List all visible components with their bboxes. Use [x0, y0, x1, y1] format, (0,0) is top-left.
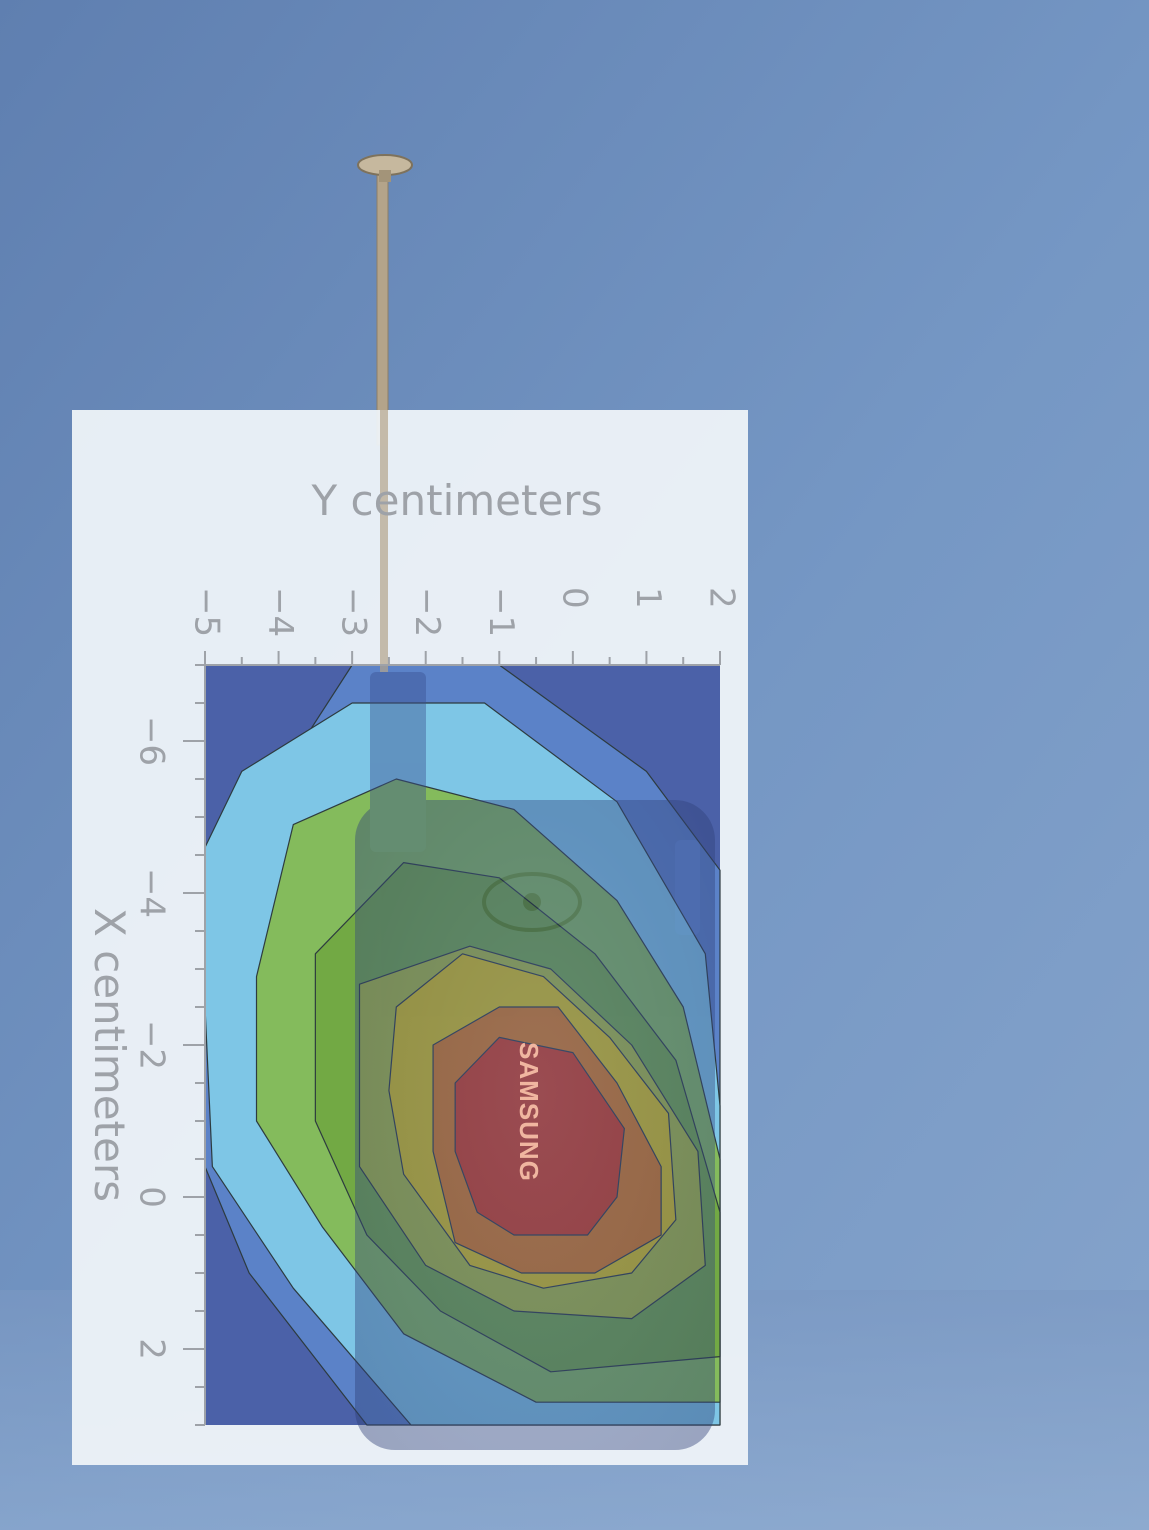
phone-brand-text: SAMSUNG — [514, 1042, 544, 1182]
x-tick-label: −5 — [187, 587, 227, 637]
phone-earpiece-dot — [523, 893, 541, 911]
phone-side-knob — [675, 840, 700, 935]
x-tick-label: 0 — [554, 587, 594, 609]
phone-body — [355, 800, 715, 1450]
y-tick-label: −6 — [132, 716, 172, 766]
phone-antenna-sleeve — [370, 672, 426, 852]
antenna-through-overlay — [380, 410, 388, 672]
phone-overlay — [355, 672, 715, 1450]
x-axis-title: Y centimeters — [311, 476, 603, 525]
x-tick-label: −1 — [481, 587, 521, 637]
x-tick-label: −4 — [260, 587, 300, 637]
x-tick-label: 2 — [702, 587, 742, 609]
x-tick-label: −2 — [407, 587, 447, 637]
y-tick-label: 2 — [132, 1338, 172, 1360]
y-tick-label: 0 — [132, 1186, 172, 1208]
x-tick-label: 1 — [628, 587, 668, 609]
y-tick-label: −4 — [132, 868, 172, 918]
y-tick-label: −2 — [132, 1020, 172, 1070]
y-axis-title: X centimeters — [85, 908, 134, 1202]
x-tick-label: −3 — [334, 587, 374, 637]
axes: −5 −4 −3 −2 −1 0 1 2 −6 −4 −2 0 2 — [132, 587, 742, 1426]
antenna — [357, 154, 413, 446]
phone-earpiece — [482, 872, 582, 932]
